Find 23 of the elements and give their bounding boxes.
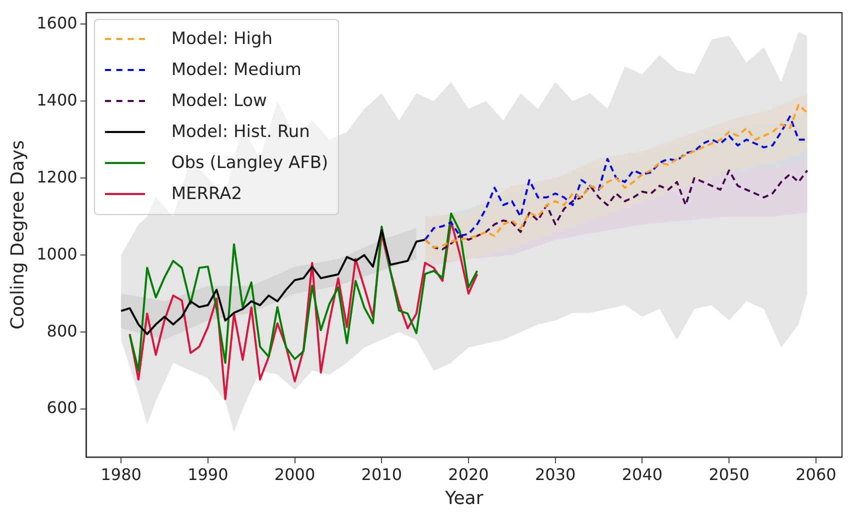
x-axis-title: Year xyxy=(444,488,484,509)
x-tick-label: 2030 xyxy=(535,464,576,484)
legend-label: Model: High xyxy=(171,29,273,50)
x-tick-label: 2050 xyxy=(708,464,750,484)
y-tick-label: 800 xyxy=(46,321,78,340)
y-tick-label: 1600 xyxy=(36,13,78,32)
x-tick-label: 2000 xyxy=(274,464,316,484)
x-tick-label: 2040 xyxy=(622,464,663,484)
y-tick-label: 1400 xyxy=(36,90,78,110)
x-tick-label: 2010 xyxy=(361,464,402,484)
y-tick-label: 1200 xyxy=(36,167,78,186)
legend-label: Model: Medium xyxy=(171,60,302,80)
legend-label: Model: Hist. Run xyxy=(171,122,310,142)
x-tick-label: 1990 xyxy=(188,464,228,484)
x-tick-label: 2060 xyxy=(796,464,836,484)
legend-label: MERRA2 xyxy=(171,184,242,204)
y-tick-label: 600 xyxy=(46,398,78,418)
x-tick-label: 1980 xyxy=(100,464,142,484)
y-tick-label: 1000 xyxy=(36,244,78,264)
legend-label: Model: Low xyxy=(171,91,267,112)
y-axis-title: Cooling Degree Days xyxy=(7,140,28,330)
legend-label: Obs (Langley AFB) xyxy=(171,153,328,174)
x-tick-label: 2020 xyxy=(448,464,489,484)
